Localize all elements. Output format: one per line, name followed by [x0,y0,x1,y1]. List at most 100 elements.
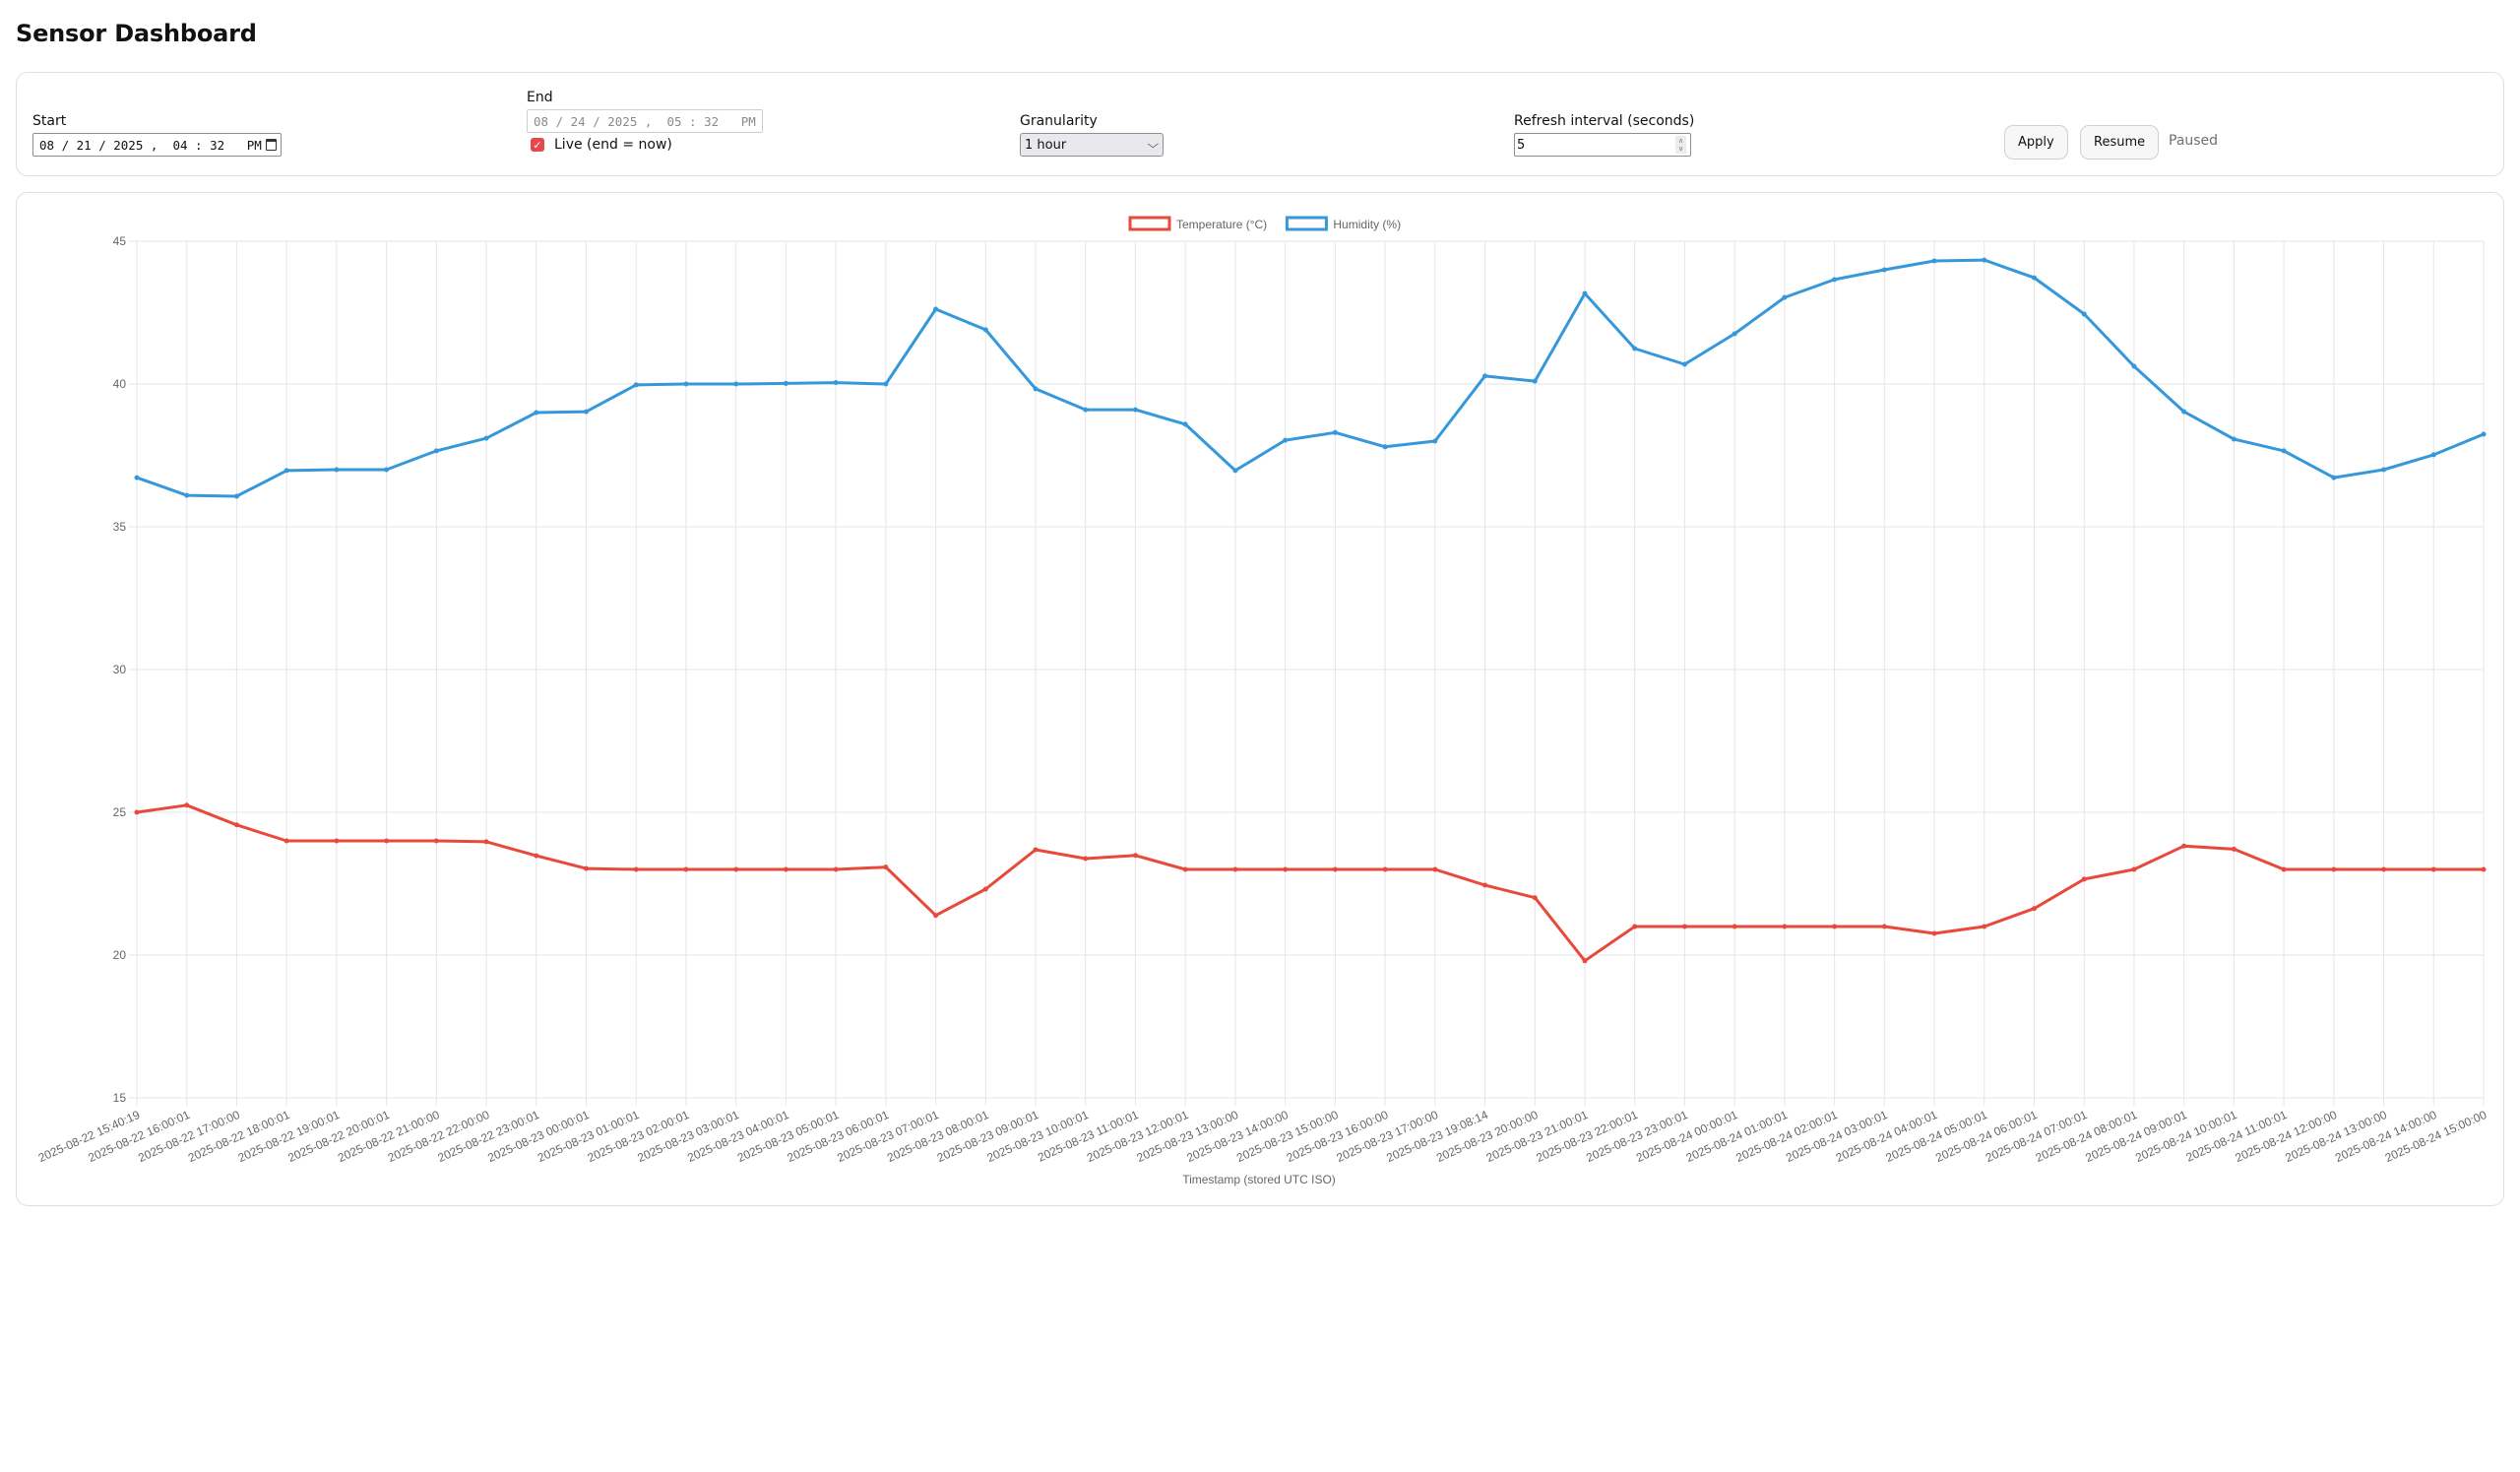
data-point [883,381,889,387]
granularity-label: Granularity [1020,113,1098,129]
data-point [2131,363,2137,369]
data-point [633,382,639,388]
data-point [1632,924,1638,929]
chevron-down-icon: ⌵ [1146,138,1159,151]
data-point [1382,444,1388,450]
refresh-field: Refresh interval (seconds) 5 ∧ ∨ [1514,113,1694,157]
live-checkbox[interactable]: ✓ [531,138,544,152]
data-point [2081,311,2087,317]
start-field: Start 08 / 21 / 2025 , 04 : 32 PM [32,113,282,157]
data-point [2481,431,2487,437]
spinner-icon[interactable]: ∧ ∨ [1675,136,1686,154]
spin-down-icon[interactable]: ∨ [1677,145,1684,153]
data-point [1033,386,1039,392]
data-point [1432,438,1438,444]
data-point [1283,437,1289,443]
data-point [982,886,988,892]
refresh-label: Refresh interval (seconds) [1514,113,1695,129]
data-point [233,822,239,828]
data-point [534,410,539,416]
page-title: Sensor Dashboard [16,20,257,47]
data-point [1732,924,1737,929]
series-line [136,258,2485,498]
line-chart[interactable]: 15 20 25 30 35 40 45 2025-08-22 15:40:192025-0… [17,193,2505,1207]
data-point [1332,429,1338,435]
data-point [933,306,939,312]
data-point [1881,924,1887,929]
legend-swatch [1285,216,1328,231]
data-point [1782,924,1788,929]
data-point [2281,866,2287,872]
data-point [1681,924,1687,929]
data-point [1482,373,1488,379]
data-point [1931,258,1937,264]
data-point [1232,866,1238,872]
end-datetime-value: 08 / 24 / 2025 , 05 : 32 PM [534,113,756,129]
data-point [1681,361,1687,367]
data-point [384,467,390,473]
refresh-interval-value: 5 [1517,137,1526,153]
apply-button[interactable]: Apply [2004,125,2068,160]
series-line [136,803,2484,963]
data-point [584,409,590,415]
data-point [2481,866,2487,872]
data-point [633,866,639,872]
legend-label: Temperature (°C) [1176,218,1267,231]
data-point [1083,407,1089,413]
data-point [483,435,489,441]
controls-panel: Start 08 / 21 / 2025 , 04 : 32 PM End 08… [16,72,2504,176]
data-point [1432,866,1438,872]
live-label: Live (end = now) [554,137,672,153]
chart-legend[interactable]: Temperature (°C) Humidity (%) [1128,216,1401,231]
data-point [1283,866,1289,872]
check-icon: ✓ [533,138,542,152]
spin-up-icon[interactable]: ∧ [1677,137,1684,145]
data-point [1532,378,1538,384]
refresh-interval-input[interactable]: 5 ∧ ∨ [1514,133,1691,157]
data-point [1482,882,1488,888]
data-point [1332,866,1338,872]
data-point [1582,958,1588,964]
data-point [2381,866,2387,872]
calendar-icon[interactable] [265,139,277,151]
data-point [933,913,939,919]
data-point [1182,866,1188,872]
data-point [433,448,439,454]
data-point [1033,847,1039,853]
y-tick-label: 35 [113,520,127,534]
data-point [334,467,340,473]
y-tick-label: 25 [113,805,127,819]
data-point [1182,421,1188,427]
data-point [683,381,689,387]
x-axis-title: Timestamp (stored UTC ISO) [1182,1173,1336,1186]
granularity-value: 1 hour [1025,137,1067,153]
data-point [2231,436,2236,442]
data-point [2381,467,2387,473]
data-point [334,838,340,844]
legend-swatch [1128,216,1171,231]
live-toggle[interactable]: ✓ Live (end = now) [527,137,763,153]
granularity-select[interactable]: 1 hour ⌵ [1020,133,1164,157]
resume-button[interactable]: Resume [2080,125,2160,160]
data-point [534,853,539,859]
data-point [1382,866,1388,872]
end-label: End [527,90,553,105]
data-point [134,809,140,815]
data-point [733,866,739,872]
chart-card: 15 20 25 30 35 40 45 2025-08-22 15:40:19 2025-0… [16,192,2504,1206]
data-point [833,866,839,872]
data-point [2131,866,2137,872]
data-point [2331,866,2337,872]
start-datetime-input[interactable]: 08 / 21 / 2025 , 04 : 32 PM [32,133,282,157]
end-datetime-input[interactable]: 08 / 24 / 2025 , 05 : 32 PM [527,109,763,133]
start-datetime-value: 08 / 21 / 2025 , 04 : 32 PM [39,137,262,153]
data-point [2430,452,2436,458]
data-point [1132,407,1138,413]
y-tick-label: 40 [113,377,127,391]
y-tick-label: 15 [113,1091,127,1105]
data-point [1832,277,1838,283]
data-point [2181,409,2187,415]
data-point [2031,906,2037,912]
data-point [233,493,239,499]
